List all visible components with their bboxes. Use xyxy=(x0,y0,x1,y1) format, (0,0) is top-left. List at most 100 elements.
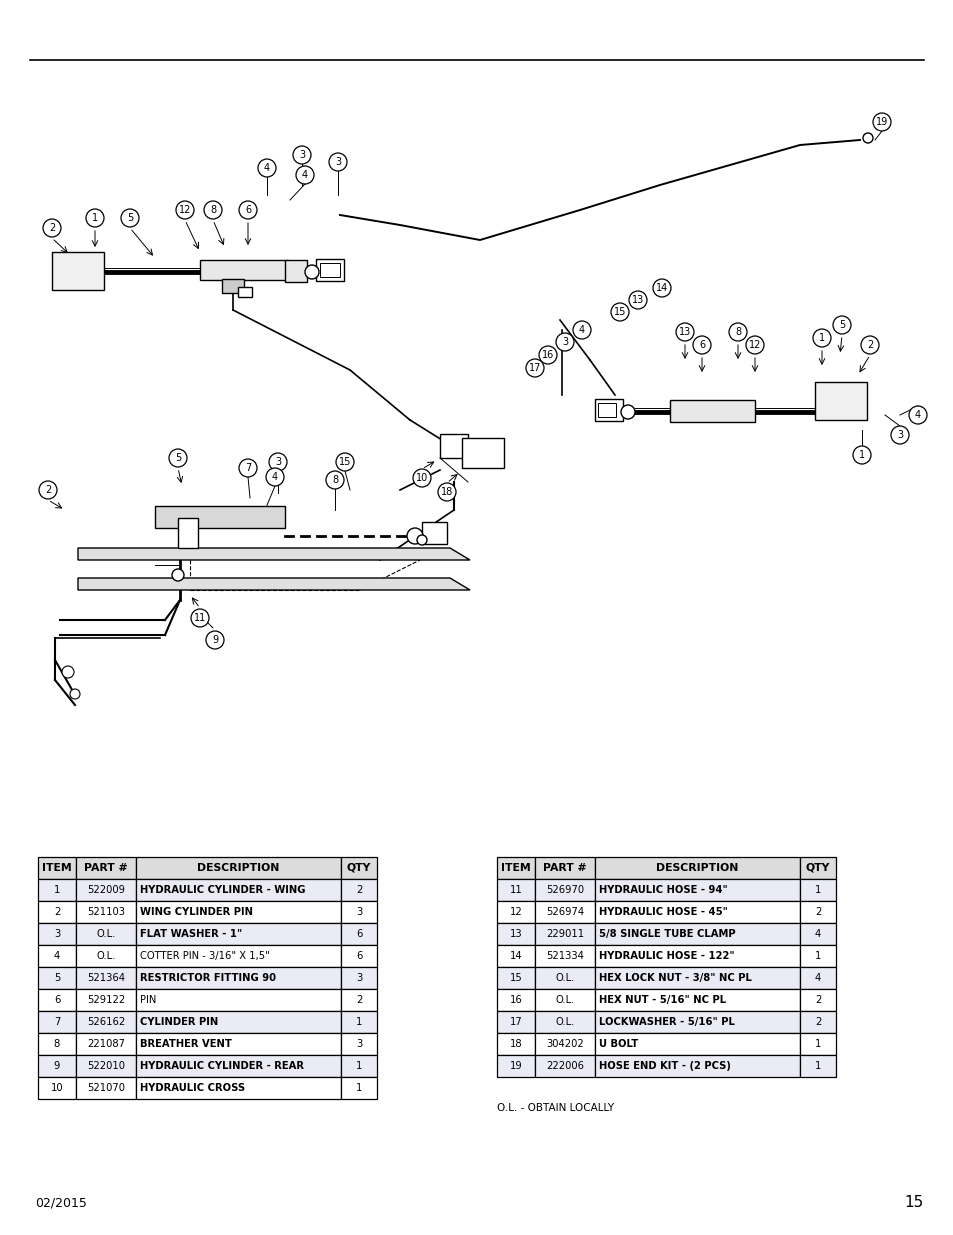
Circle shape xyxy=(86,209,104,227)
Circle shape xyxy=(39,480,57,499)
Text: 6: 6 xyxy=(355,929,362,939)
Bar xyxy=(340,989,376,1011)
Bar xyxy=(52,252,104,290)
Bar xyxy=(595,1032,800,1055)
Bar xyxy=(535,989,595,1011)
Bar xyxy=(340,1011,376,1032)
Bar xyxy=(595,879,800,902)
Bar xyxy=(237,287,252,296)
Text: O.L.: O.L. xyxy=(555,973,574,983)
Bar xyxy=(800,1055,835,1077)
Text: 8: 8 xyxy=(734,327,740,337)
Text: 7: 7 xyxy=(245,463,251,473)
Text: 9: 9 xyxy=(212,635,218,645)
Circle shape xyxy=(191,609,209,627)
Bar xyxy=(800,945,835,967)
Circle shape xyxy=(335,453,354,471)
Text: O.L.: O.L. xyxy=(96,929,115,939)
Text: HYDRAULIC HOSE - 94": HYDRAULIC HOSE - 94" xyxy=(598,885,727,895)
Text: 1: 1 xyxy=(858,450,864,459)
Circle shape xyxy=(239,459,256,477)
Bar xyxy=(595,1055,800,1077)
Circle shape xyxy=(620,405,635,419)
Text: 3: 3 xyxy=(561,337,567,347)
Text: DESCRIPTION: DESCRIPTION xyxy=(197,863,279,873)
Bar xyxy=(595,967,800,989)
Bar xyxy=(497,902,535,923)
Text: 1: 1 xyxy=(814,951,821,961)
Bar xyxy=(38,989,76,1011)
Text: CYLINDER PIN: CYLINDER PIN xyxy=(140,1016,218,1028)
Bar xyxy=(497,989,535,1011)
Text: 3: 3 xyxy=(335,157,341,167)
Bar xyxy=(340,1077,376,1099)
Circle shape xyxy=(862,133,872,143)
Circle shape xyxy=(121,209,139,227)
Bar xyxy=(595,945,800,967)
Bar xyxy=(340,879,376,902)
Bar xyxy=(497,1011,535,1032)
Text: PART #: PART # xyxy=(542,863,586,873)
Circle shape xyxy=(239,201,256,219)
Text: 10: 10 xyxy=(416,473,428,483)
Bar xyxy=(595,902,800,923)
Text: HYDRAULIC HOSE - 122": HYDRAULIC HOSE - 122" xyxy=(598,951,734,961)
Text: BREATHER VENT: BREATHER VENT xyxy=(140,1039,232,1049)
Text: 3: 3 xyxy=(298,149,305,161)
Bar xyxy=(136,1011,340,1032)
Text: 11: 11 xyxy=(193,613,206,622)
Bar xyxy=(38,1055,76,1077)
Bar xyxy=(595,399,622,421)
Text: 5: 5 xyxy=(53,973,60,983)
Text: 1: 1 xyxy=(818,333,824,343)
Text: 4: 4 xyxy=(914,410,920,420)
Bar xyxy=(200,261,288,280)
Circle shape xyxy=(175,201,193,219)
Circle shape xyxy=(257,159,275,177)
Text: 18: 18 xyxy=(440,487,453,496)
Bar xyxy=(800,879,835,902)
Text: 1: 1 xyxy=(355,1083,362,1093)
Text: 1: 1 xyxy=(53,885,60,895)
Bar xyxy=(136,989,340,1011)
Text: 2: 2 xyxy=(355,885,362,895)
Text: 9: 9 xyxy=(53,1061,60,1071)
Bar xyxy=(76,879,136,902)
Text: 12: 12 xyxy=(178,205,191,215)
Bar xyxy=(439,433,468,458)
Circle shape xyxy=(861,336,878,354)
Circle shape xyxy=(745,336,763,354)
Bar xyxy=(38,1077,76,1099)
Text: 526162: 526162 xyxy=(87,1016,125,1028)
Bar xyxy=(136,857,340,879)
Text: 16: 16 xyxy=(509,995,522,1005)
Text: 2: 2 xyxy=(814,995,821,1005)
Circle shape xyxy=(266,468,284,487)
Circle shape xyxy=(676,324,693,341)
Bar xyxy=(319,263,339,277)
Bar xyxy=(136,1055,340,1077)
Bar xyxy=(76,1032,136,1055)
Text: 4: 4 xyxy=(578,325,584,335)
Text: HOSE END KIT - (2 PCS): HOSE END KIT - (2 PCS) xyxy=(598,1061,730,1071)
Bar xyxy=(76,1011,136,1032)
Bar xyxy=(340,967,376,989)
Text: 3: 3 xyxy=(896,430,902,440)
Circle shape xyxy=(62,666,74,678)
Text: U BOLT: U BOLT xyxy=(598,1039,638,1049)
Bar xyxy=(814,382,866,420)
Text: 4: 4 xyxy=(301,170,308,180)
Bar xyxy=(535,1032,595,1055)
Text: 5/8 SINGLE TUBE CLAMP: 5/8 SINGLE TUBE CLAMP xyxy=(598,929,735,939)
Circle shape xyxy=(437,483,456,501)
Text: O.L. - OBTAIN LOCALLY: O.L. - OBTAIN LOCALLY xyxy=(497,1103,614,1113)
Bar xyxy=(535,923,595,945)
Text: 1: 1 xyxy=(355,1061,362,1071)
Text: 02/2015: 02/2015 xyxy=(35,1197,87,1210)
Text: 4: 4 xyxy=(264,163,270,173)
Bar xyxy=(497,879,535,902)
Text: HYDRAULIC CYLINDER - WING: HYDRAULIC CYLINDER - WING xyxy=(140,885,305,895)
Text: LOCKWASHER - 5/16" PL: LOCKWASHER - 5/16" PL xyxy=(598,1016,734,1028)
Circle shape xyxy=(872,112,890,131)
Bar xyxy=(535,1055,595,1077)
